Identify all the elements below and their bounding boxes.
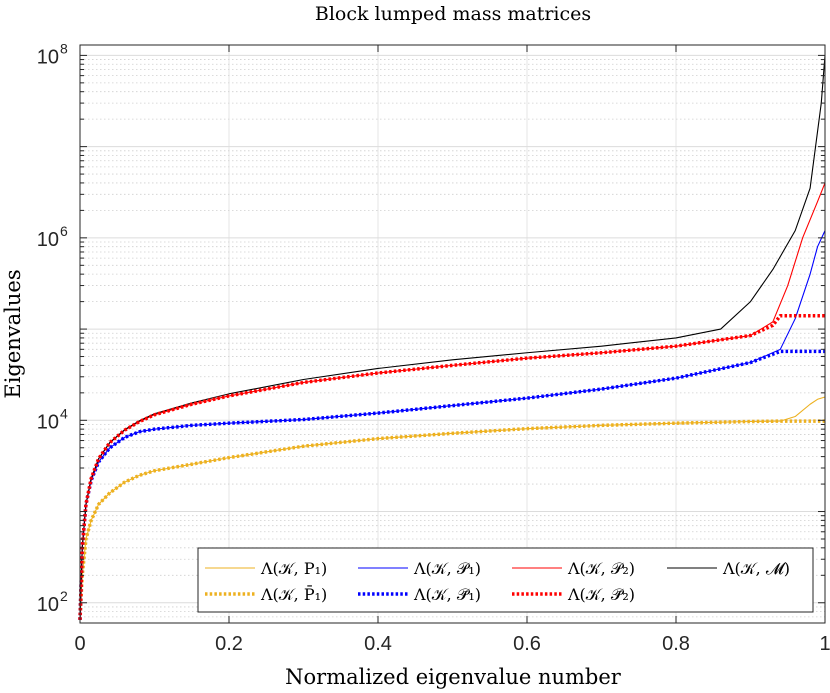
- y-tick-label-exponent: 6: [60, 223, 68, 239]
- legend-box: [197, 547, 814, 613]
- y-tick-label: 10: [37, 411, 59, 433]
- x-tick-label: 1: [819, 633, 830, 655]
- y-tick-label-exponent: 2: [60, 588, 68, 604]
- series-line-4: [79, 55, 826, 620]
- x-tick-label: 0.6: [513, 633, 541, 655]
- series-line-5: [78, 419, 825, 620]
- legend-label: Λ(𝒦, P̄₁): [260, 583, 327, 604]
- x-tick-label: 0.2: [215, 633, 243, 655]
- y-tick-label: 10: [37, 46, 59, 68]
- y-tick-label-exponent: 8: [60, 40, 68, 56]
- x-tick-label: 0.8: [662, 633, 690, 655]
- legend: Λ(𝒦, P₁) Λ(𝒦, 𝒫₁) Λ(𝒦, 𝒫₂) Λ(𝒦, 𝓜) Λ(𝒦, P̄₁)…: [197, 547, 814, 613]
- legend-label: Λ(𝒦, 𝒫̄₁): [413, 585, 481, 604]
- chart-title: Block lumped mass matrices: [315, 3, 591, 25]
- y-tick-label: 10: [37, 229, 59, 251]
- plot-frame: [79, 44, 826, 624]
- legend-label: Λ(𝒦, 𝒫₂): [567, 559, 635, 578]
- legend-label: Λ(𝒦, 𝓜): [722, 559, 790, 578]
- y-tick-label: 10: [37, 594, 59, 616]
- series-group: [78, 55, 826, 620]
- x-tick-label: 0.4: [364, 633, 392, 655]
- legend-label: Λ(𝒦, P₁): [260, 559, 327, 578]
- x-tick-label: 0: [74, 633, 85, 655]
- series-line-6: [78, 349, 825, 620]
- x-axis-label: Normalized eigenvalue number: [285, 665, 622, 689]
- y-tick-label-exponent: 4: [60, 405, 68, 421]
- legend-label: Λ(𝒦, 𝒫̄₂): [567, 585, 635, 604]
- y-axis-label: Eigenvalues: [1, 269, 25, 398]
- legend-label: Λ(𝒦, 𝒫₁): [413, 559, 481, 578]
- series-line-7: [78, 314, 825, 620]
